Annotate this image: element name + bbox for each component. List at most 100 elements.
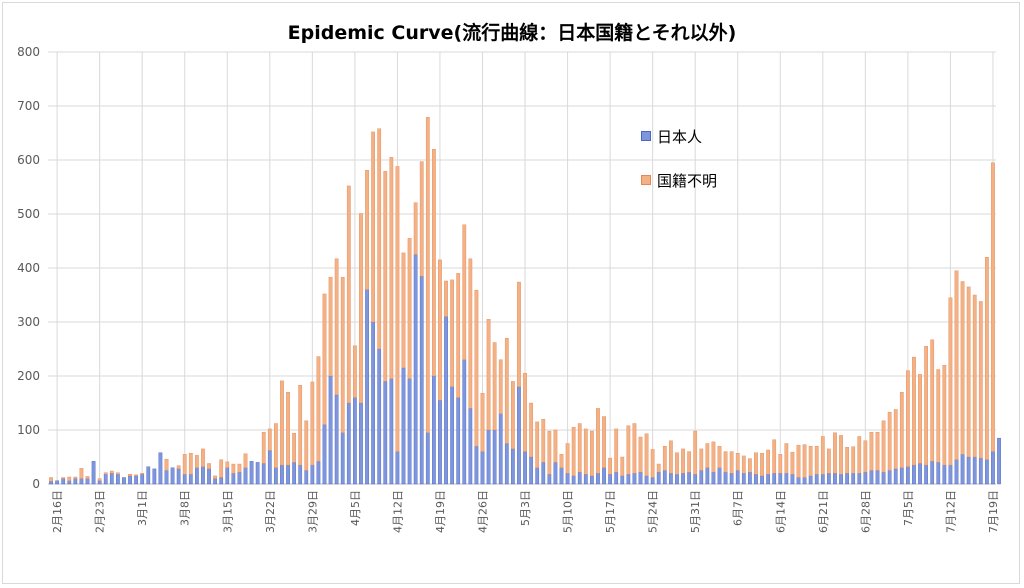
bar-japanese <box>201 466 205 485</box>
bar-unknown <box>766 449 770 475</box>
bar-japanese <box>504 443 509 485</box>
bar-japanese <box>942 464 947 485</box>
bar-unknown <box>298 384 303 466</box>
bar-unknown <box>899 392 904 469</box>
bar-japanese <box>723 471 728 485</box>
x-axis-ticks: 2月16日 2月23日 3月1日 3月8日 3月15日 3月22日 3月29日 4月5日 4月1… <box>51 490 1000 533</box>
bar-unknown <box>480 393 485 452</box>
bar-japanese <box>899 467 904 485</box>
bar-japanese <box>103 474 108 485</box>
bar-unknown <box>735 453 740 471</box>
bar-japanese <box>614 471 619 485</box>
y-tick-label: 0 <box>32 477 40 491</box>
bar-unknown <box>827 448 831 474</box>
bar-unknown <box>687 451 691 473</box>
bar-unknown <box>231 463 236 474</box>
x-tick-label: 6月28日 <box>859 490 872 533</box>
bar-unknown <box>972 294 977 458</box>
bar-japanese <box>371 321 375 485</box>
bar-unknown <box>693 430 698 475</box>
bar-japanese <box>711 471 716 485</box>
bar-japanese <box>960 454 965 485</box>
bar-unknown <box>620 456 625 477</box>
bar-unknown <box>213 475 217 479</box>
bar-japanese <box>930 461 935 485</box>
bar-unknown <box>201 448 205 467</box>
bar-unknown <box>985 257 989 460</box>
bar-unknown <box>893 409 898 470</box>
bar-unknown <box>328 276 333 377</box>
x-tick-label: 3月15日 <box>221 490 234 533</box>
bar-japanese <box>632 473 637 485</box>
bar-japanese <box>462 359 467 485</box>
bar-japanese <box>966 456 971 485</box>
bar-japanese <box>547 474 552 485</box>
bar-unknown <box>353 345 357 398</box>
bar-unknown <box>195 455 199 469</box>
bar-unknown <box>498 359 503 414</box>
bar-unknown <box>73 476 78 479</box>
bar-unknown <box>772 439 777 474</box>
legend-swatch-japanese <box>641 131 651 141</box>
bar-unknown <box>602 416 606 468</box>
bar-unknown <box>632 423 637 474</box>
bar-unknown <box>322 293 327 425</box>
bar-japanese <box>693 474 698 485</box>
bar-japanese <box>978 457 983 485</box>
bar-unknown <box>924 346 928 466</box>
bar-unknown <box>590 430 594 477</box>
bar-unknown <box>310 381 315 466</box>
bar-japanese <box>146 466 151 485</box>
bar-unknown <box>802 444 807 478</box>
y-tick-label: 500 <box>17 207 40 221</box>
bar-unknown <box>504 338 509 444</box>
bar-japanese <box>255 462 260 485</box>
bar-unknown <box>389 157 394 379</box>
bar-japanese <box>492 429 497 485</box>
bar-unknown <box>371 131 375 323</box>
bar-japanese <box>401 367 406 485</box>
bar-japanese <box>310 464 315 485</box>
bar-japanese <box>991 451 995 485</box>
bar-unknown <box>820 436 825 475</box>
x-tick-label: 5月24日 <box>647 490 660 533</box>
x-tick-label: 6月7日 <box>732 490 745 526</box>
bar-japanese <box>644 475 649 485</box>
bar-japanese <box>383 381 388 485</box>
legend-swatch-unknown <box>641 175 651 185</box>
bar-japanese <box>754 474 758 485</box>
bar-japanese <box>213 478 217 485</box>
bar-japanese <box>140 474 145 485</box>
bar-unknown <box>267 428 272 451</box>
bar-japanese <box>486 429 491 485</box>
bar-unknown <box>741 455 746 474</box>
bar-unknown <box>565 443 570 474</box>
bar-unknown <box>450 279 454 388</box>
bar-unknown <box>340 276 345 433</box>
bar-unknown <box>395 166 400 452</box>
legend-item-unknown: 国籍不明 <box>641 170 717 190</box>
bar-japanese <box>480 451 485 485</box>
bar-japanese <box>845 473 849 485</box>
bar-japanese <box>286 464 290 485</box>
bar-japanese <box>936 462 941 485</box>
bar-unknown <box>116 472 120 475</box>
bar-japanese <box>280 464 284 485</box>
bar-unknown <box>571 427 576 477</box>
bar-unknown <box>675 452 679 475</box>
bar-unknown <box>243 453 248 469</box>
bar-unknown <box>225 461 230 468</box>
bar-japanese <box>827 473 831 485</box>
bar-japanese <box>468 408 473 485</box>
bar-unknown <box>839 435 843 475</box>
bar-unknown <box>875 431 880 471</box>
bar-unknown <box>377 128 382 350</box>
bar-japanese <box>322 424 327 485</box>
bar-unknown <box>176 465 181 470</box>
bar-unknown <box>61 477 66 479</box>
bar-japanese <box>316 461 321 485</box>
bar-unknown <box>717 446 722 469</box>
bar-japanese <box>650 477 655 485</box>
bar-unknown <box>851 446 856 474</box>
